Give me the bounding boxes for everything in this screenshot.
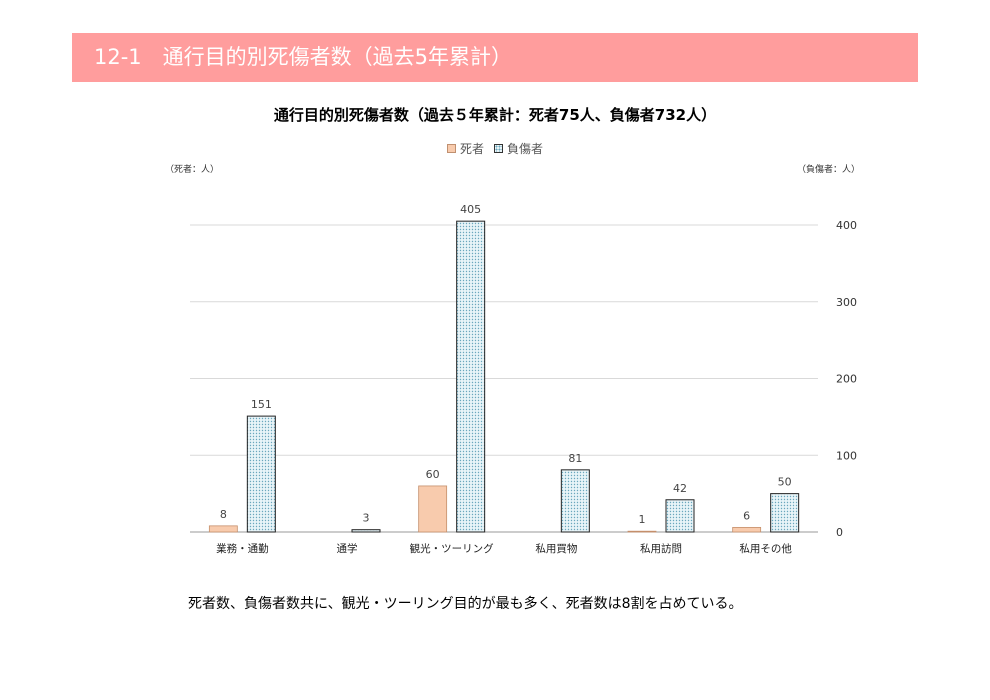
bar-injured: [351, 529, 381, 533]
legend-label-injured: 負傷者: [507, 142, 544, 156]
y-tick-label: 100: [836, 449, 857, 462]
y-tick-label: 200: [836, 373, 857, 386]
data-label-injured: 405: [460, 203, 481, 216]
x-tick-label: 私用その他: [739, 542, 792, 555]
bar-injured: [246, 415, 276, 533]
chart-title: 通行目的別死傷者数（過去５年累計：死者75人、負傷者732人）: [273, 106, 717, 124]
x-tick-label: 観光・ツーリング: [410, 542, 494, 555]
y-tick-label: 0: [836, 526, 843, 539]
data-label-dead: 60: [426, 468, 440, 481]
data-label-dead: 8: [220, 508, 227, 521]
right-axis-unit: （負傷者：人）: [797, 165, 861, 175]
x-tick-label: 通学: [337, 542, 358, 555]
data-label-injured: 42: [673, 482, 687, 495]
data-label-injured: 3: [363, 512, 370, 525]
legend-swatch-dead: [446, 144, 456, 153]
legend-label-dead: 死者: [459, 142, 484, 156]
bar-dead: [208, 525, 238, 533]
bar-injured: [665, 499, 695, 533]
data-label-dead: 1: [639, 513, 646, 526]
chart-legend: 死者 負傷者: [0, 140, 990, 157]
y-tick-label: 300: [836, 296, 857, 309]
data-label-dead: 6: [743, 509, 750, 522]
bar-injured: [770, 493, 800, 533]
bar-injured: [456, 220, 486, 533]
x-tick-label: 私用訪問: [640, 542, 682, 555]
x-tick-label: 業務・通勤: [216, 542, 269, 555]
bar-injured: [560, 469, 590, 533]
bar-dead: [627, 530, 657, 533]
data-label-injured: 151: [251, 398, 272, 411]
y-tick-label: 400: [836, 219, 857, 232]
legend-item-dead: 死者: [446, 140, 484, 157]
chart-caption: 死者数、負傷者数共に、観光・ツーリング目的が最も多く、死者数は8割を占めている。: [188, 596, 743, 612]
data-label-injured: 50: [778, 476, 792, 489]
bar-dead: [732, 526, 762, 533]
x-tick-label: 私用買物: [535, 542, 577, 555]
header-band: 12-1 通行目的別死傷者数（過去5年累計）: [72, 33, 918, 82]
legend-swatch-injured: [494, 144, 503, 153]
data-label-injured: 81: [568, 452, 582, 465]
page-title: 12-1 通行目的別死傷者数（過去5年累計）: [94, 45, 513, 69]
legend-item-injured: 負傷者: [494, 140, 543, 157]
left-axis-unit: （死者：人）: [165, 165, 220, 175]
bar-dead: [418, 485, 448, 533]
